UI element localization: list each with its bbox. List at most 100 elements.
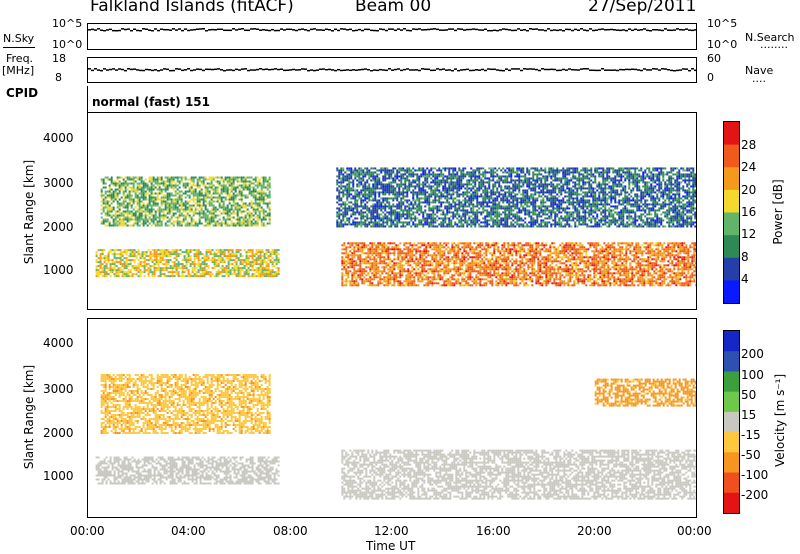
power-cell	[190, 210, 193, 213]
power-cell	[124, 190, 127, 193]
power-cell	[258, 194, 261, 197]
power-cell	[250, 214, 253, 217]
power-cell	[159, 271, 162, 274]
power-cell	[403, 252, 406, 255]
power-cell	[167, 259, 170, 262]
power-cell	[142, 196, 145, 199]
power-cell	[231, 259, 234, 262]
power-cell	[481, 244, 484, 247]
power-cell	[453, 282, 456, 285]
power-cell	[263, 259, 266, 262]
power-cell	[577, 250, 580, 253]
power-cell	[581, 256, 584, 259]
power-cell	[403, 264, 406, 267]
power-cell	[557, 250, 560, 253]
freq-point	[628, 68, 631, 71]
power-cell	[262, 176, 265, 179]
freq-point	[244, 68, 247, 70]
power-cell	[131, 251, 134, 254]
nsky-point	[307, 29, 310, 32]
power-cell	[198, 186, 201, 189]
power-cell	[375, 248, 378, 251]
power-cell	[223, 269, 226, 272]
power-cell	[97, 273, 100, 276]
power-cell	[411, 252, 414, 255]
power-cell	[465, 246, 468, 249]
power-cell	[449, 252, 452, 255]
power-cell	[385, 282, 388, 285]
freq-point	[319, 68, 322, 71]
power-cell	[363, 282, 366, 285]
power-cell	[475, 266, 478, 269]
power-cell	[395, 278, 398, 281]
power-cell	[399, 280, 402, 283]
power-cell	[419, 258, 422, 261]
power-cell	[177, 261, 180, 264]
power-cell	[106, 220, 109, 223]
power-cell	[160, 224, 163, 227]
power-cell	[531, 262, 534, 265]
power-cell	[205, 251, 208, 254]
power-cell	[146, 208, 149, 211]
power-cell	[190, 198, 193, 201]
power-cell	[119, 269, 122, 272]
nsky-point	[109, 28, 112, 31]
nsky-point	[112, 29, 115, 32]
power-cell	[389, 266, 392, 269]
power-cell	[415, 258, 418, 261]
power-cell	[160, 188, 163, 191]
power-cell	[443, 272, 446, 275]
power-cell	[113, 255, 116, 258]
power-cell	[139, 253, 142, 256]
power-cell	[505, 256, 508, 259]
power-cell	[463, 250, 466, 253]
power-cell	[589, 280, 592, 283]
power-cell	[109, 269, 112, 272]
power-cell	[252, 178, 255, 181]
power-cell	[419, 280, 422, 283]
power-cell	[599, 284, 602, 287]
freq-point	[214, 68, 217, 71]
power-cell	[491, 262, 494, 265]
power-cell	[95, 271, 98, 274]
power-cell	[222, 208, 225, 211]
power-cell	[509, 250, 512, 253]
power-cell	[613, 250, 616, 253]
power-cell	[251, 259, 254, 262]
power-cell	[138, 186, 141, 189]
power-cell	[168, 184, 171, 187]
power-cell	[387, 254, 390, 257]
power-cell	[569, 272, 572, 275]
power-cell	[119, 251, 122, 254]
power-cell	[507, 242, 510, 245]
power-cell	[435, 244, 438, 247]
power-cell	[248, 212, 251, 215]
power-cell	[397, 258, 400, 261]
power-cell	[106, 196, 109, 199]
power-cell	[214, 208, 217, 211]
power-cell	[535, 274, 538, 277]
power-cell	[343, 244, 346, 247]
power-cell	[499, 252, 502, 255]
power-cell	[617, 284, 620, 287]
power-cell	[591, 260, 594, 263]
power-cell	[113, 249, 116, 252]
power-cell	[106, 176, 109, 179]
power-cell	[603, 284, 606, 287]
power-cell	[451, 278, 454, 281]
power-cell	[275, 253, 278, 256]
power-cell	[228, 214, 231, 217]
power-cell	[389, 274, 392, 277]
nsky-point	[535, 28, 538, 30]
power-cell	[240, 222, 243, 225]
power-cell	[254, 202, 257, 205]
nsky-point	[580, 28, 583, 30]
power-cell	[533, 260, 536, 263]
nsky-point	[289, 28, 292, 31]
power-cell	[543, 266, 546, 269]
power-cell	[208, 176, 211, 179]
power-cell	[547, 282, 550, 285]
freq-point	[166, 68, 169, 71]
power-cell	[184, 184, 187, 187]
power-cell	[217, 255, 220, 258]
